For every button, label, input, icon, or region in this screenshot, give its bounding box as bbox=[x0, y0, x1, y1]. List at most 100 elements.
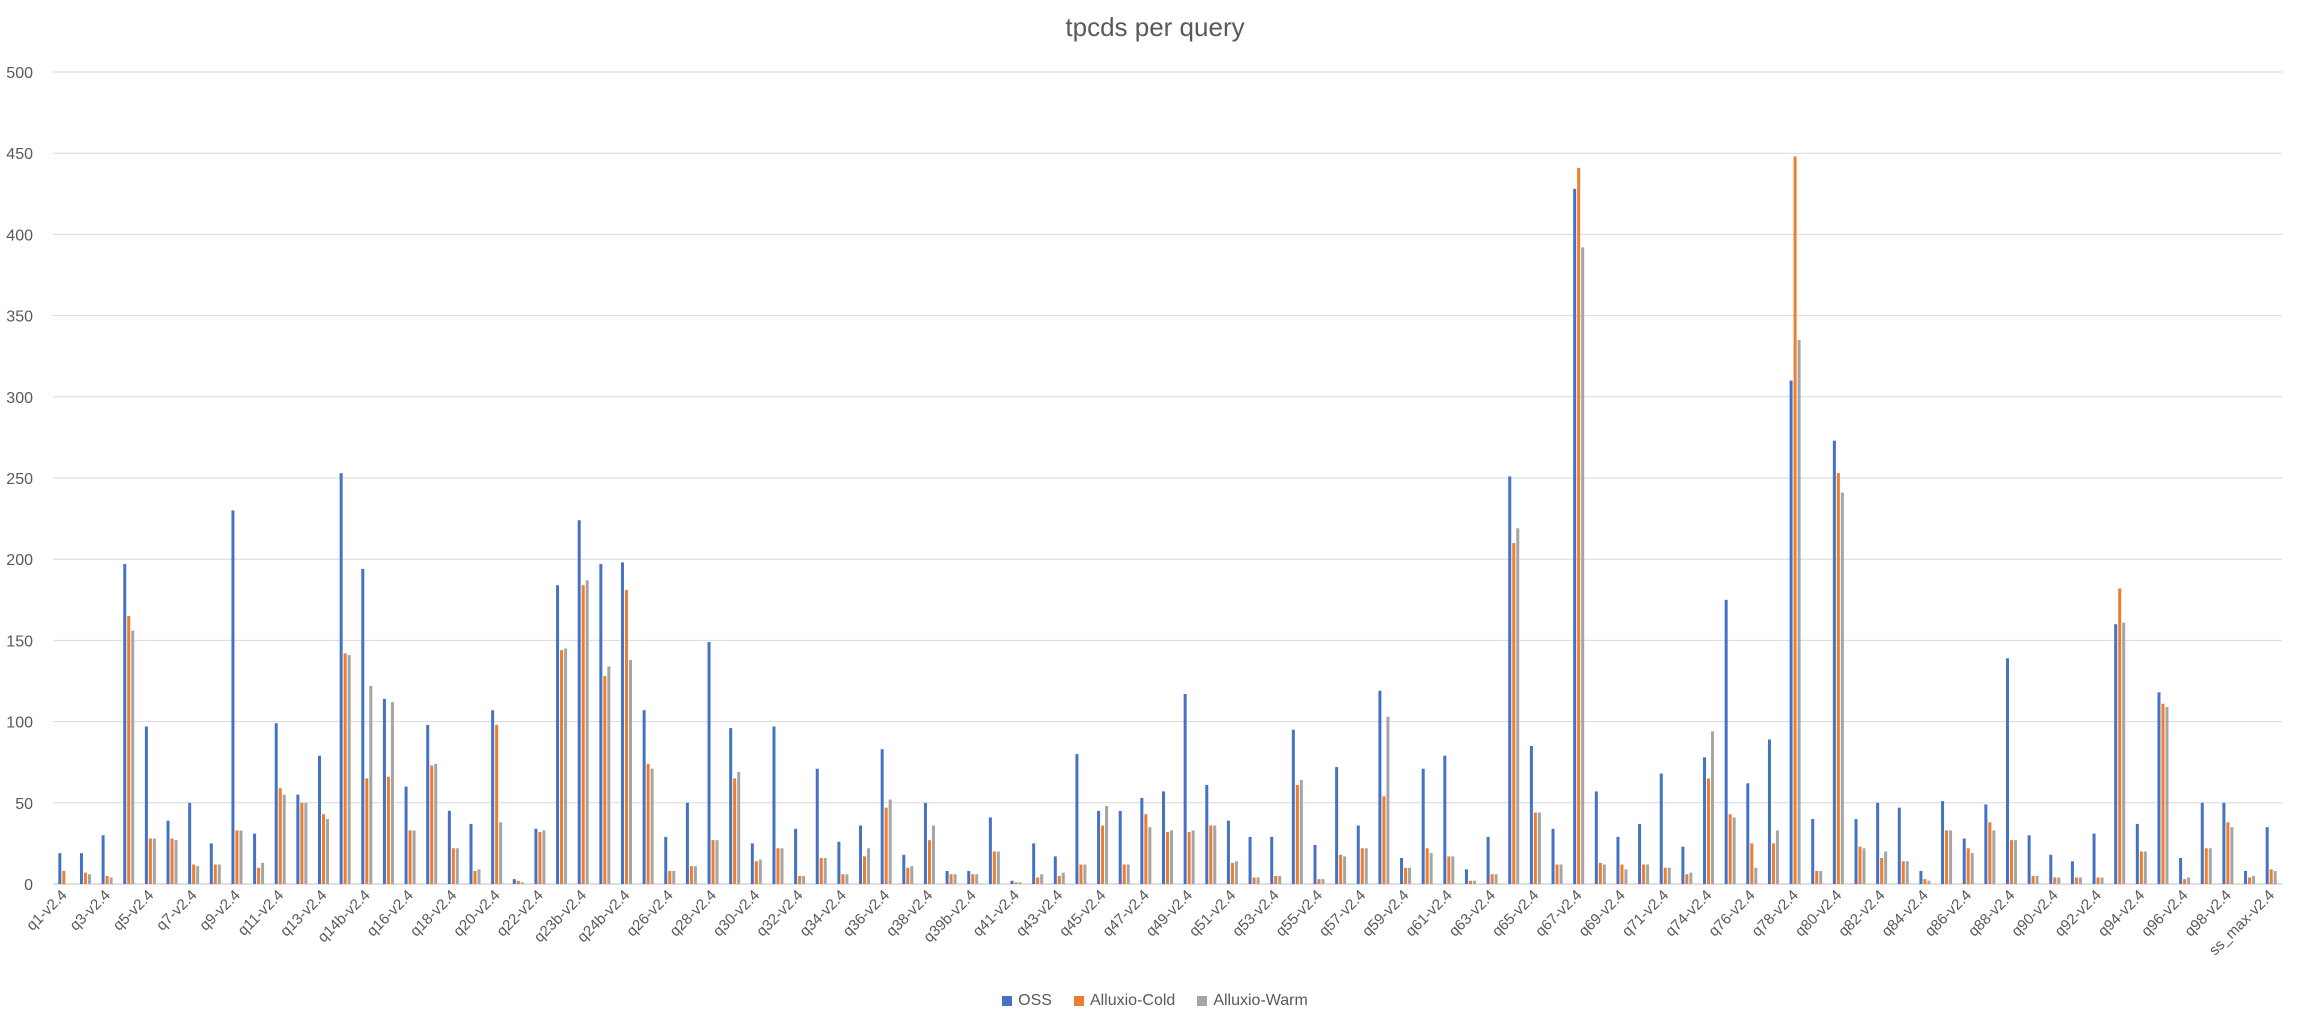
bar-oss-q10-v2.4 bbox=[253, 833, 257, 884]
bar-alluxio-cold-q13-v2.4 bbox=[322, 814, 326, 884]
bar-oss-q26-v2.4 bbox=[664, 836, 668, 884]
bar-alluxio-warm-q29-v2.4 bbox=[737, 771, 741, 884]
bar-alluxio-warm-q22-v2.4 bbox=[542, 830, 546, 884]
bar-alluxio-warm-ss_max-v2.4 bbox=[2273, 871, 2277, 884]
bar-alluxio-cold-q89-v2.4 bbox=[2031, 875, 2035, 884]
bar-oss-q34-v2.4 bbox=[837, 841, 841, 884]
x-tick-label: q86-v2.4 bbox=[1922, 887, 1975, 940]
bar-alluxio-warm-q31-v2.4 bbox=[780, 848, 784, 884]
bar-oss-q61-v2.4 bbox=[1443, 755, 1447, 884]
legend-item: Alluxio-Cold bbox=[1073, 992, 1175, 1010]
bar-oss-q79-v2.4 bbox=[1811, 819, 1815, 884]
bar-oss-q5-v2.4 bbox=[144, 726, 148, 884]
x-tick-label: q43-v2.4 bbox=[1013, 887, 1066, 940]
bar-alluxio-warm-q62-v2.4 bbox=[1472, 880, 1476, 884]
bar-alluxio-warm-q14a-v2.4 bbox=[347, 655, 351, 884]
bar-alluxio-cold-q54-v2.4 bbox=[1295, 784, 1299, 884]
bar-alluxio-cold-q59-v2.4 bbox=[1404, 867, 1408, 884]
bar-alluxio-cold-q7-v2.4 bbox=[192, 864, 196, 884]
x-tick-label: q5-v2.4 bbox=[110, 887, 157, 934]
x-tick-label: q53-v2.4 bbox=[1229, 887, 1282, 940]
bar-alluxio-cold-q96-v2.4 bbox=[2183, 879, 2187, 884]
y-tick-label: 50 bbox=[15, 796, 33, 813]
bar-alluxio-cold-q46-v2.4 bbox=[1122, 864, 1126, 884]
legend-item: OSS bbox=[1002, 992, 1052, 1010]
x-tick-label: q41-v2.4 bbox=[970, 887, 1023, 940]
bar-oss-q94-v2.4 bbox=[2135, 823, 2139, 884]
bar-alluxio-cold-q82-v2.4 bbox=[1880, 858, 1884, 884]
bar-oss-q37-v2.4 bbox=[902, 854, 906, 884]
bar-alluxio-cold-q1-v2.4 bbox=[62, 871, 66, 884]
bar-alluxio-cold-q57-v2.4 bbox=[1360, 848, 1364, 884]
bar-alluxio-warm-q86-v2.4 bbox=[1970, 853, 1974, 884]
bar-alluxio-warm-q46-v2.4 bbox=[1126, 864, 1130, 884]
bar-alluxio-warm-q36-v2.4 bbox=[888, 799, 892, 884]
bar-alluxio-cold-q38-v2.4 bbox=[927, 840, 931, 884]
bar-oss-q51-v2.4 bbox=[1226, 820, 1230, 884]
bar-oss-q15-v2.4 bbox=[382, 698, 386, 884]
y-tick-label: 400 bbox=[6, 227, 33, 244]
bar-oss-q43-v2.4 bbox=[1053, 856, 1057, 884]
bar-alluxio-warm-q39a-v2.4 bbox=[953, 874, 957, 884]
bar-alluxio-warm-q54-v2.4 bbox=[1299, 780, 1303, 884]
bar-alluxio-warm-q97-v2.4 bbox=[2208, 848, 2212, 884]
bar-alluxio-cold-q26-v2.4 bbox=[668, 871, 672, 884]
bar-oss-q67-v2.4 bbox=[1573, 188, 1577, 885]
bar-oss-q29-v2.4 bbox=[729, 728, 733, 884]
bar-alluxio-warm-q96-v2.4 bbox=[2187, 877, 2191, 884]
bar-alluxio-warm-q98-v2.4 bbox=[2230, 827, 2234, 884]
bar-alluxio-cold-q49-v2.4 bbox=[1187, 832, 1191, 884]
bar-alluxio-warm-q63-v2.4 bbox=[1494, 874, 1498, 884]
bar-oss-q85-v2.4 bbox=[1941, 801, 1945, 884]
x-tick-label: q45-v2.4 bbox=[1056, 887, 1109, 940]
bar-alluxio-warm-q53-v2.4 bbox=[1278, 875, 1282, 884]
x-tick-label: q82-v2.4 bbox=[1835, 887, 1888, 940]
bar-oss-q69-v2.4 bbox=[1616, 836, 1620, 884]
bar-alluxio-warm-q52-v2.4 bbox=[1256, 877, 1260, 884]
x-tick-label: q20-v2.4 bbox=[450, 887, 503, 940]
bar-alluxio-cold-q24a-v2.4 bbox=[603, 676, 607, 884]
bar-alluxio-warm-q39b-v2.4 bbox=[975, 874, 979, 884]
bar-alluxio-warm-q41-v2.4 bbox=[1018, 882, 1022, 884]
bar-alluxio-cold-q48-v2.4 bbox=[1166, 832, 1169, 884]
bar-oss-q2-v2.4 bbox=[79, 853, 83, 884]
bar-alluxio-cold-q77-v2.4 bbox=[1771, 843, 1775, 884]
bar-alluxio-cold-q79-v2.4 bbox=[1815, 871, 1819, 884]
bar-alluxio-warm-q3-v2.4 bbox=[109, 877, 113, 884]
x-tick-label: q18-v2.4 bbox=[407, 887, 460, 940]
bar-oss-q75-v2.4 bbox=[1724, 599, 1728, 884]
x-tick-label: q57-v2.4 bbox=[1316, 887, 1369, 940]
bar-alluxio-warm-q45-v2.4 bbox=[1105, 806, 1109, 884]
bar-alluxio-warm-q74-v2.4 bbox=[1711, 731, 1715, 884]
bar-alluxio-warm-q13-v2.4 bbox=[326, 819, 330, 884]
bar-alluxio-warm-q55-v2.4 bbox=[1321, 879, 1325, 884]
bar-alluxio-cold-q6-v2.4 bbox=[170, 838, 174, 884]
bar-alluxio-warm-q95-v2.4 bbox=[2165, 706, 2169, 884]
bar-alluxio-cold-q52-v2.4 bbox=[1252, 877, 1256, 884]
bar-alluxio-warm-q83-v2.4 bbox=[1905, 861, 1909, 884]
bar-alluxio-cold-q40-v2.4 bbox=[992, 851, 996, 884]
bar-alluxio-cold-q5-v2.4 bbox=[148, 838, 152, 884]
y-tick-label: 500 bbox=[6, 65, 33, 82]
bar-alluxio-warm-q56-v2.4 bbox=[1343, 856, 1347, 884]
bar-oss-q83-v2.4 bbox=[1897, 807, 1901, 884]
x-tick-label: q84-v2.4 bbox=[1878, 887, 1931, 940]
bar-alluxio-cold-q36-v2.4 bbox=[884, 807, 888, 884]
bar-alluxio-cold-q8-v2.4 bbox=[213, 864, 217, 884]
x-tick-label: q28-v2.4 bbox=[667, 887, 720, 940]
bar-alluxio-warm-q65-v2.4 bbox=[1537, 812, 1541, 884]
bar-oss-q23b-v2.4 bbox=[577, 520, 581, 884]
bar-alluxio-cold-q65-v2.4 bbox=[1533, 812, 1537, 884]
bar-alluxio-cold-q58-v2.4 bbox=[1382, 796, 1386, 884]
bar-oss-q32-v2.4 bbox=[794, 828, 798, 884]
x-tick-label: q76-v2.4 bbox=[1705, 887, 1758, 940]
bar-alluxio-cold-q45-v2.4 bbox=[1101, 825, 1105, 884]
bar-alluxio-cold-q91-v2.4 bbox=[2074, 877, 2078, 884]
bar-alluxio-warm-q58-v2.4 bbox=[1386, 716, 1390, 884]
bar-oss-q66-v2.4 bbox=[1551, 828, 1555, 884]
bar-oss-q36-v2.4 bbox=[880, 749, 884, 884]
bar-oss-q81-v2.4 bbox=[1854, 819, 1858, 884]
bar-alluxio-cold-q27-v2.4 bbox=[689, 866, 693, 884]
bar-oss-q41-v2.4 bbox=[1010, 880, 1014, 884]
